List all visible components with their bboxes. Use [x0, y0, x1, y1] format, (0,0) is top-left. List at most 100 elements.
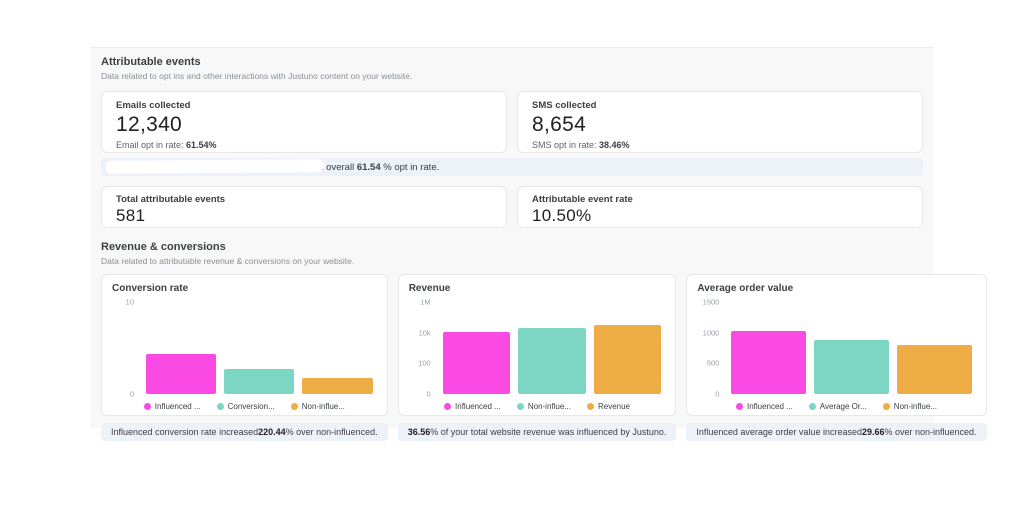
legend-label: Non-influe... [301, 402, 345, 411]
section-title: Revenue & conversions [101, 241, 226, 253]
stat-subtext-value: 38.46% [599, 140, 630, 150]
attributable-event-rate-card: Attributable event rate 10.50% [517, 186, 923, 228]
stat-subtext: Email opt in rate: 61.54% [116, 140, 492, 150]
y-axis-tick: 0 [715, 389, 720, 399]
revenue-insight-pill: 36.56% of your total website revenue was… [397, 423, 677, 441]
revenue-chart-card: Revenue 1M 10k 100 0 Influenced ... Non-infl… [397, 274, 677, 416]
y-axis-tick: 0 [129, 389, 134, 399]
opt-in-rate-banner: an overall 61.54 % opt in rate. [101, 158, 923, 176]
legend-item[interactable]: Revenue [586, 402, 631, 411]
legend-dot-icon [808, 403, 816, 410]
stat-value: 581 [116, 206, 146, 225]
stat-label: Total attributable events [116, 194, 226, 205]
redacted-text-blob [105, 159, 325, 174]
conversion-rate-plot: 10 0 [112, 298, 377, 399]
stat-label: Emails collected [116, 100, 191, 111]
legend-label: Influenced ... [455, 402, 501, 411]
section-subtitle: Data related to attributable revenue & c… [101, 256, 355, 266]
bar-revenue[interactable] [593, 325, 662, 394]
chart-title: Average order value [697, 283, 794, 294]
stat-value: 8,654 [532, 113, 587, 136]
revenue-plot: 1M 10k 100 0 [409, 298, 666, 399]
legend-dot-icon [516, 403, 524, 410]
legend-item[interactable]: Average Or... [808, 402, 867, 411]
legend-label: Non-influe... [527, 402, 571, 411]
legend-item[interactable]: Influenced ... [444, 402, 501, 411]
bar-influenced-average-order-value[interactable] [731, 330, 807, 394]
bar-average-order-value[interactable] [814, 339, 889, 394]
legend-dot-icon [586, 403, 594, 410]
y-axis-tick: 1M [420, 297, 431, 307]
y-axis: 10 0 [112, 298, 138, 399]
aov-insight-pill: Influenced average order value increased… [686, 423, 987, 441]
conversion-insight-pill: Influenced conversion rate increased 220… [101, 423, 388, 441]
stat-subtext: SMS opt in rate: 38.46% [532, 140, 908, 150]
legend-label: Average Or... [819, 402, 867, 411]
charts-row: Conversion rate 10 0 Influenced ... Conver… [101, 274, 987, 441]
y-axis-tick: 1500 [702, 297, 720, 307]
stat-label: SMS collected [532, 100, 597, 111]
y-axis-tick: 0 [426, 389, 431, 399]
legend-item[interactable]: Conversion... [216, 402, 275, 411]
conversion-rate-column: Conversion rate 10 0 Influenced ... Conver… [101, 274, 388, 441]
chart-legend: Influenced ... Average Or... Non-influe... [697, 402, 975, 411]
chart-legend: Influenced ... Non-influe... Revenue [409, 402, 666, 411]
stat-value: 12,340 [116, 113, 183, 136]
bar-group [727, 302, 975, 394]
legend-dot-icon [444, 403, 452, 410]
bar-group [142, 302, 377, 394]
average-order-value-chart-card: Average order value 1500 1000 500 0 Influen… [686, 274, 987, 416]
legend-label: Conversion... [227, 402, 275, 411]
y-axis: 1M 10k 100 0 [409, 298, 435, 399]
bar-influenced-conversion-rate[interactable] [146, 353, 217, 394]
bar-non-influenced-average-order-value[interactable] [896, 344, 972, 394]
average-order-value-plot: 1500 1000 500 0 [697, 298, 975, 399]
banner-text: an overall 61.54 % opt in rate. [313, 161, 440, 173]
y-axis-tick: 10 [125, 297, 134, 307]
stat-row-2: Total attributable events 581 Attributab… [101, 186, 923, 228]
legend-label: Non-influe... [893, 402, 937, 411]
emails-collected-card: Emails collected 12,340 Email opt in rat… [101, 91, 507, 153]
stat-label: Attributable event rate [532, 194, 633, 205]
attributable-events-header: Attributable events Data related to opt … [101, 56, 923, 81]
conversion-rate-chart-card: Conversion rate 10 0 Influenced ... Conver… [101, 274, 388, 416]
stat-subtext-value: 61.54% [186, 140, 217, 150]
y-axis: 1500 1000 500 0 [697, 298, 723, 399]
legend-item[interactable]: Non-influe... [516, 402, 571, 411]
y-axis-tick: 100 [418, 358, 431, 368]
chart-legend: Influenced ... Conversion... Non-influe... [112, 402, 377, 411]
legend-label: Influenced ... [746, 402, 793, 411]
legend-item[interactable]: Influenced ... [735, 402, 793, 411]
legend-dot-icon [143, 403, 151, 410]
legend-item[interactable]: Non-influe... [290, 402, 345, 411]
stat-subtext-label: Email opt in rate: [116, 140, 187, 150]
chart-title: Revenue [408, 283, 451, 294]
chart-title: Conversion rate [112, 283, 189, 294]
legend-dot-icon [290, 403, 298, 410]
stat-row-1: Emails collected 12,340 Email opt in rat… [101, 91, 923, 153]
legend-dot-icon [882, 403, 890, 410]
legend-dot-icon [216, 403, 224, 410]
y-axis-tick: 1000 [702, 328, 720, 338]
y-axis-tick: 500 [706, 358, 720, 368]
bar-non-influenced-conversion-rate[interactable] [302, 377, 373, 394]
analytics-panel: Attributable events Data related to opt … [90, 47, 987, 441]
bar-influenced-revenue[interactable] [442, 332, 511, 394]
total-attributable-events-card: Total attributable events 581 [101, 186, 507, 228]
bar-conversion-rate[interactable] [224, 368, 295, 394]
section-subtitle: Data related to opt ins and other intera… [101, 71, 413, 81]
stat-subtext-label: SMS opt in rate: [532, 140, 600, 150]
legend-dot-icon [735, 403, 743, 410]
revenue-conversions-header: Revenue & conversions Data related to at… [101, 241, 923, 266]
legend-item[interactable]: Influenced ... [143, 402, 201, 411]
legend-label: Revenue [597, 402, 631, 411]
section-title: Attributable events [101, 56, 201, 68]
stat-value: 10.50% [532, 206, 592, 225]
bar-non-influenced-revenue[interactable] [518, 328, 586, 394]
y-axis-tick: 10k [418, 328, 431, 338]
average-order-value-column: Average order value 1500 1000 500 0 Influen… [686, 274, 987, 441]
sms-collected-card: SMS collected 8,654 SMS opt in rate: 38.… [517, 91, 923, 153]
revenue-column: Revenue 1M 10k 100 0 Influenced ... Non-infl… [397, 274, 677, 441]
legend-label: Influenced ... [154, 402, 201, 411]
legend-item[interactable]: Non-influe... [882, 402, 937, 411]
